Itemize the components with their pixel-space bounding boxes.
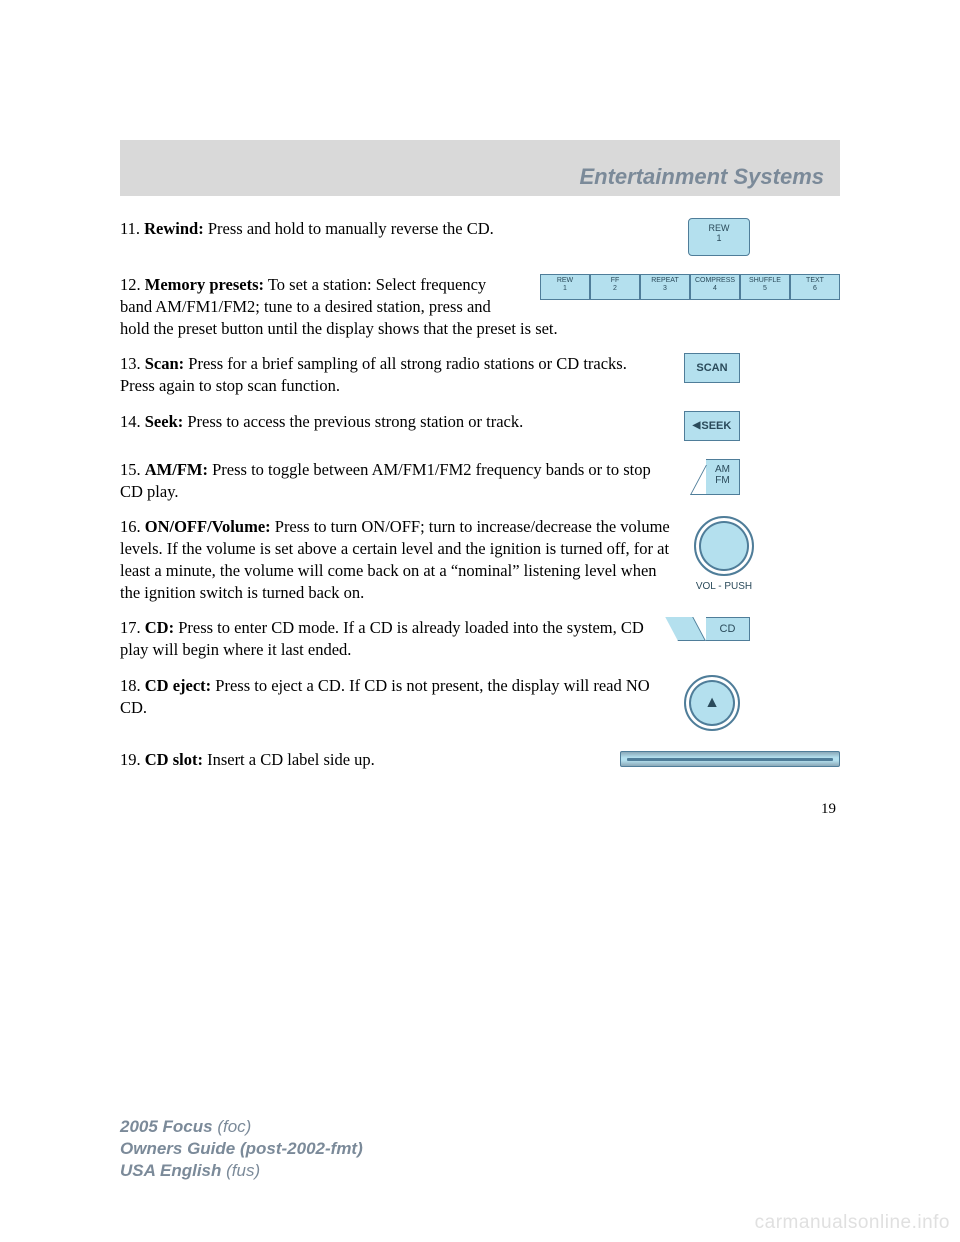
item-18-text: 18. CD eject: Press to eject a CD. If CD… [120,676,650,717]
preset-btn-3: REPEAT3 [640,274,690,300]
item-16: VOL - PUSH 16. ON/OFF/Volume: Press to t… [120,516,840,603]
cd-slot [620,751,840,767]
preset-btn-4: COMPRESS4 [690,274,740,300]
item-11-text: 11. Rewind: Press and hold to manually r… [120,219,494,238]
preset-row: REW1 FF2 REPEAT3 COMPRESS4 SHUFFLE5 TEXT… [540,274,840,300]
volume-knob: VOL - PUSH [694,516,754,593]
cd-slot-illus [620,751,840,767]
amfm-button: AMFM [690,459,740,495]
eject-icon: ▲ [704,692,720,713]
item-19: 19. CD slot: Insert a CD label side up. [120,749,840,771]
volume-knob-dial [694,516,754,576]
seek-button-illus: ◀SEEK [684,411,740,441]
rewind-button: REW 1 [688,218,750,256]
rewind-button-illus: REW 1 [688,218,750,256]
preset-btn-1: REW1 [540,274,590,300]
seek-arrow-icon: ◀ [693,419,701,432]
preset-btn-5: SHUFFLE5 [740,274,790,300]
item-15: AMFM 15. AM/FM: Press to toggle between … [120,459,840,503]
scan-button-illus: SCAN [684,353,740,383]
footer-line-3: USA English (fus) [120,1160,363,1182]
item-14-text: 14. Seek: Press to access the previous s… [120,412,523,431]
scan-button: SCAN [684,353,740,383]
cd-box: CD [706,617,750,641]
item-12: REW1 FF2 REPEAT3 COMPRESS4 SHUFFLE5 TEXT… [120,274,840,339]
page-number: 19 [120,801,840,818]
cd-button-illus: CD [678,617,750,641]
item-12-text: 12. Memory presets: To set a station: Se… [120,275,558,338]
item-13: SCAN 13. Scan: Press for a brief samplin… [120,353,840,397]
eject-button-illus: ▲ [684,675,740,731]
seek-button: ◀SEEK [684,411,740,441]
item-19-text: 19. CD slot: Insert a CD label side up. [120,750,375,769]
rewind-label-num: 1 [689,234,749,244]
item-14: ◀SEEK 14. Seek: Press to access the prev… [120,411,840,445]
item-15-text: 15. AM/FM: Press to toggle between AM/FM… [120,460,651,501]
item-17: CD 17. CD: Press to enter CD mode. If a … [120,617,840,661]
item-13-text: 13. Scan: Press for a brief sampling of … [120,354,627,395]
section-header-bar: Entertainment Systems [120,140,840,196]
item-17-text: 17. CD: Press to enter CD mode. If a CD … [120,618,644,659]
item-11: REW 1 11. Rewind: Press and hold to manu… [120,218,840,260]
volume-knob-label: VOL - PUSH [694,580,754,593]
cd-button: CD [678,617,750,641]
cd-edge [665,617,706,641]
preset-row-illus: REW1 FF2 REPEAT3 COMPRESS4 SHUFFLE5 TEXT… [540,274,840,300]
preset-btn-2: FF2 [590,274,640,300]
preset-btn-6: TEXT6 [790,274,840,300]
footer-line-2: Owners Guide (post-2002-fmt) [120,1138,363,1160]
item-16-text: 16. ON/OFF/Volume: Press to turn ON/OFF;… [120,517,670,601]
footer-line-1: 2005 Focus (foc) [120,1116,363,1138]
page-container: Entertainment Systems REW 1 11. Rewind: … [0,0,960,818]
watermark: carmanualsonline.info [755,1212,950,1234]
footer: 2005 Focus (foc) Owners Guide (post-2002… [120,1116,363,1182]
section-title: Entertainment Systems [579,164,824,190]
eject-button: ▲ [684,675,740,731]
item-18: ▲ 18. CD eject: Press to eject a CD. If … [120,675,840,735]
volume-knob-illus: VOL - PUSH [694,516,754,593]
amfm-button-illus: AMFM [690,459,740,495]
